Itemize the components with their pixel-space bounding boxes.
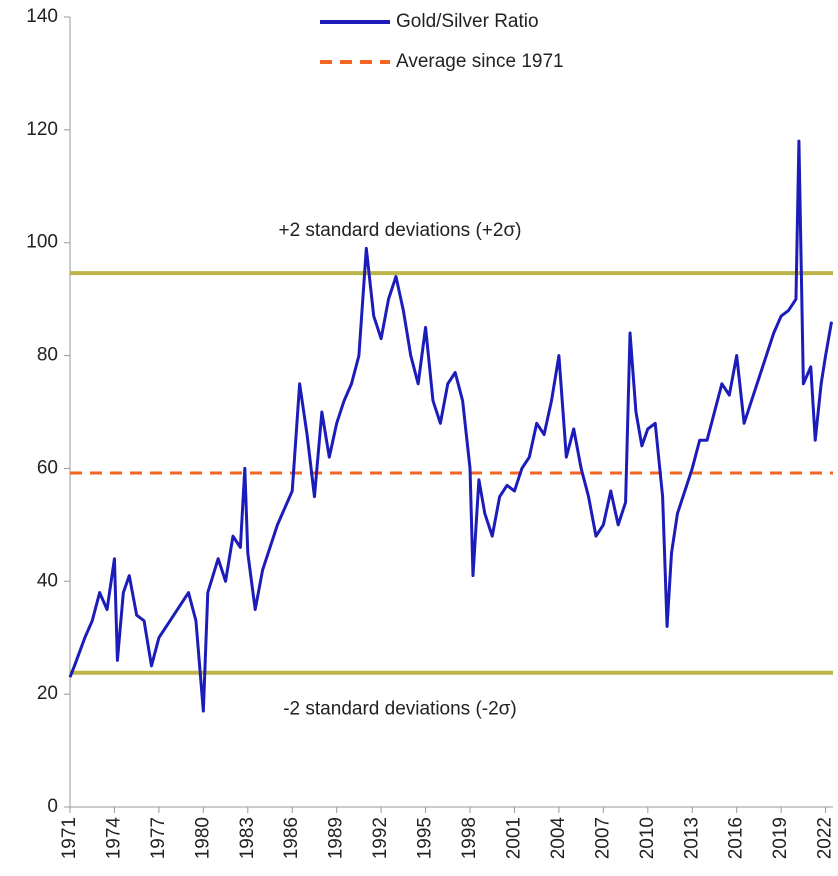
y-tick-label: 80 <box>37 345 58 366</box>
x-tick-label: 1983 <box>237 817 258 859</box>
x-tick-label: 2007 <box>592 817 613 859</box>
y-tick-label: 120 <box>26 119 58 140</box>
y-tick-label: 100 <box>26 232 58 253</box>
x-tick-label: 1980 <box>192 817 213 859</box>
legend-label: Gold/Silver Ratio <box>396 11 539 32</box>
y-tick-label: 140 <box>26 6 58 27</box>
x-tick-label: 2022 <box>815 817 836 859</box>
x-tick-label: 1977 <box>148 817 169 859</box>
x-tick-label: 1974 <box>103 817 124 860</box>
x-tick-label: 2004 <box>548 817 569 860</box>
sd-label: +2 standard deviations (+2σ) <box>278 220 521 241</box>
sd-label: -2 standard deviations (-2σ) <box>283 699 517 720</box>
x-tick-label: 1986 <box>281 817 302 859</box>
x-tick-label: 2010 <box>637 817 658 859</box>
y-tick-label: 20 <box>37 683 58 704</box>
x-tick-label: 1992 <box>370 817 391 859</box>
x-tick-label: 2001 <box>503 817 524 859</box>
x-tick-label: 2013 <box>681 817 702 859</box>
y-tick-label: 40 <box>37 570 58 591</box>
legend-label: Average since 1971 <box>396 51 564 72</box>
y-tick-label: 60 <box>37 457 58 478</box>
y-tick-label: 0 <box>47 796 58 817</box>
x-tick-label: 1998 <box>459 817 480 859</box>
x-tick-label: 2016 <box>726 817 747 859</box>
x-tick-label: 1989 <box>326 817 347 859</box>
x-tick-label: 2019 <box>770 817 791 859</box>
x-tick-label: 1971 <box>59 817 80 859</box>
data-line <box>68 139 833 713</box>
x-tick-label: 1995 <box>415 817 436 859</box>
